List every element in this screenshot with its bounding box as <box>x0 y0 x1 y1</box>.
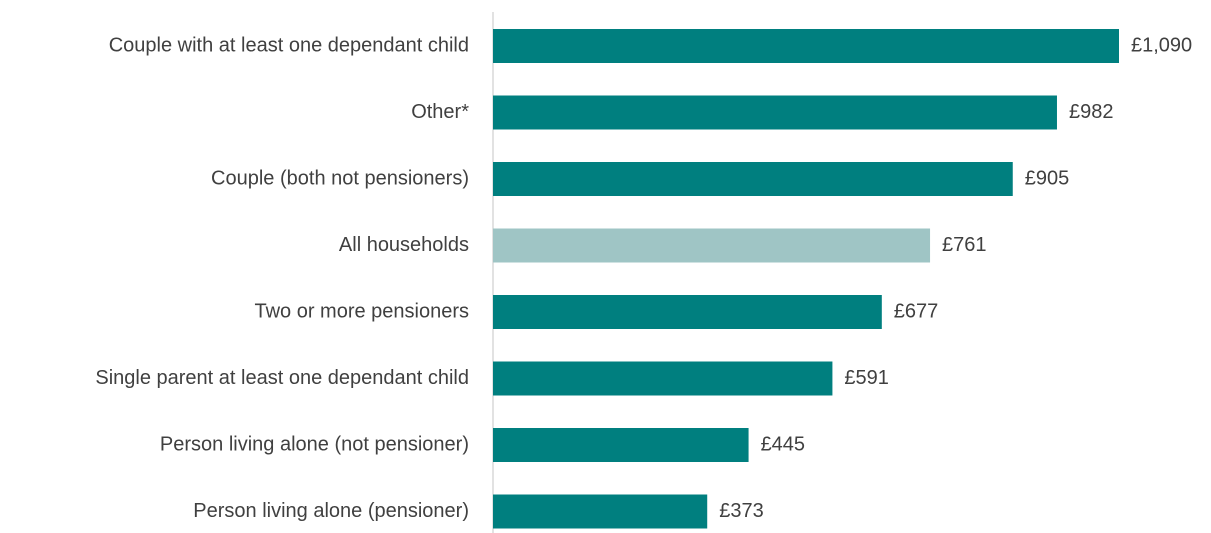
value-label: £591 <box>844 367 889 389</box>
category-label: Person living alone (pensioner) <box>193 500 469 522</box>
category-label: Couple with at least one dependant child <box>109 34 469 56</box>
value-label: £761 <box>942 234 987 256</box>
value-label: £1,090 <box>1131 34 1192 56</box>
bar <box>493 361 833 396</box>
bar <box>493 95 1057 130</box>
value-label: £982 <box>1069 101 1114 123</box>
category-label: All households <box>339 234 469 256</box>
bar <box>493 428 749 462</box>
value-label: £445 <box>761 433 806 455</box>
bar <box>493 29 1119 63</box>
bar <box>493 162 1013 196</box>
value-label: £373 <box>719 500 764 522</box>
category-label: Couple (both not pensioners) <box>211 167 469 189</box>
category-label: Two or more pensioners <box>254 300 469 322</box>
category-label: Single parent at least one dependant chi… <box>95 367 469 389</box>
bar <box>493 228 931 263</box>
category-label: Other* <box>411 101 469 123</box>
bar <box>493 295 882 329</box>
value-label: £905 <box>1025 167 1070 189</box>
category-label: Person living alone (not pensioner) <box>160 433 469 455</box>
value-label: £677 <box>894 300 939 322</box>
bar <box>493 494 708 529</box>
